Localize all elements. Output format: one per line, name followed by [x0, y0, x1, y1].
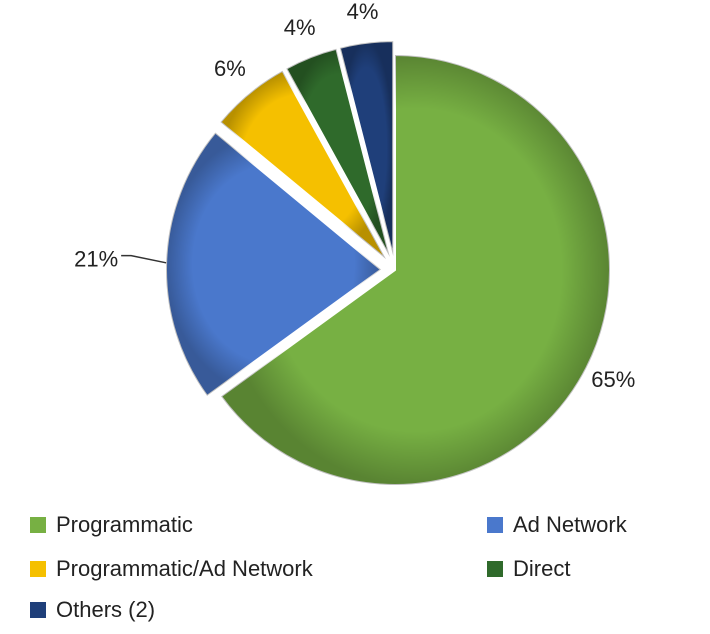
- legend-swatch: [487, 561, 503, 577]
- data-label: 65%: [591, 367, 635, 392]
- data-label: 6%: [214, 56, 246, 81]
- legend-swatch: [30, 517, 46, 533]
- data-label: 4%: [347, 0, 379, 24]
- legend-label: Direct: [513, 556, 570, 581]
- legend-label: Others (2): [56, 597, 155, 622]
- legend-label: Programmatic/Ad Network: [56, 556, 314, 581]
- legend-swatch: [30, 561, 46, 577]
- data-label: 21%: [74, 246, 118, 271]
- legend-label: Ad Network: [513, 512, 628, 537]
- legend-swatch: [487, 517, 503, 533]
- legend-swatch: [30, 602, 46, 618]
- leader-line: [121, 254, 167, 264]
- legend-label: Programmatic: [56, 512, 193, 537]
- data-label: 4%: [284, 15, 316, 40]
